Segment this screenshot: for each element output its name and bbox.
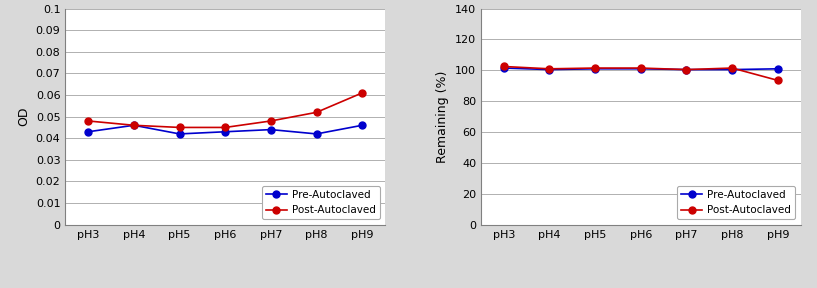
Line: Post-Autoclaved: Post-Autoclaved xyxy=(500,63,781,84)
Pre-Autoclaved xyxy=(545,68,555,71)
Post-Autoclaved xyxy=(129,124,139,127)
Post-Autoclaved xyxy=(636,66,645,70)
Post-Autoclaved xyxy=(266,119,276,123)
Pre-Autoclaved xyxy=(499,66,509,70)
Line: Post-Autoclaved: Post-Autoclaved xyxy=(85,89,366,131)
Post-Autoclaved xyxy=(499,65,509,68)
Pre-Autoclaved xyxy=(311,132,321,136)
Post-Autoclaved xyxy=(590,66,600,70)
Post-Autoclaved xyxy=(773,79,783,82)
Post-Autoclaved xyxy=(175,126,185,129)
Y-axis label: OD: OD xyxy=(17,107,30,126)
Pre-Autoclaved xyxy=(83,130,93,134)
Post-Autoclaved xyxy=(357,91,367,94)
Line: Pre-Autoclaved: Pre-Autoclaved xyxy=(500,65,781,73)
Post-Autoclaved xyxy=(83,119,93,123)
Y-axis label: Remaining (%): Remaining (%) xyxy=(436,71,449,163)
Legend: Pre-Autoclaved, Post-Autoclaved: Pre-Autoclaved, Post-Autoclaved xyxy=(261,186,380,219)
Pre-Autoclaved xyxy=(727,68,737,71)
Pre-Autoclaved xyxy=(590,67,600,71)
Pre-Autoclaved xyxy=(266,128,276,131)
Pre-Autoclaved xyxy=(681,68,691,71)
Legend: Pre-Autoclaved, Post-Autoclaved: Pre-Autoclaved, Post-Autoclaved xyxy=(677,186,796,219)
Pre-Autoclaved xyxy=(221,130,230,134)
Post-Autoclaved xyxy=(221,126,230,129)
Pre-Autoclaved xyxy=(175,132,185,136)
Pre-Autoclaved xyxy=(773,67,783,71)
Pre-Autoclaved xyxy=(129,124,139,127)
Pre-Autoclaved xyxy=(357,124,367,127)
Line: Pre-Autoclaved: Pre-Autoclaved xyxy=(85,122,366,137)
Post-Autoclaved xyxy=(727,66,737,70)
Post-Autoclaved xyxy=(681,68,691,71)
Pre-Autoclaved xyxy=(636,67,645,71)
Post-Autoclaved xyxy=(311,111,321,114)
Post-Autoclaved xyxy=(545,67,555,71)
